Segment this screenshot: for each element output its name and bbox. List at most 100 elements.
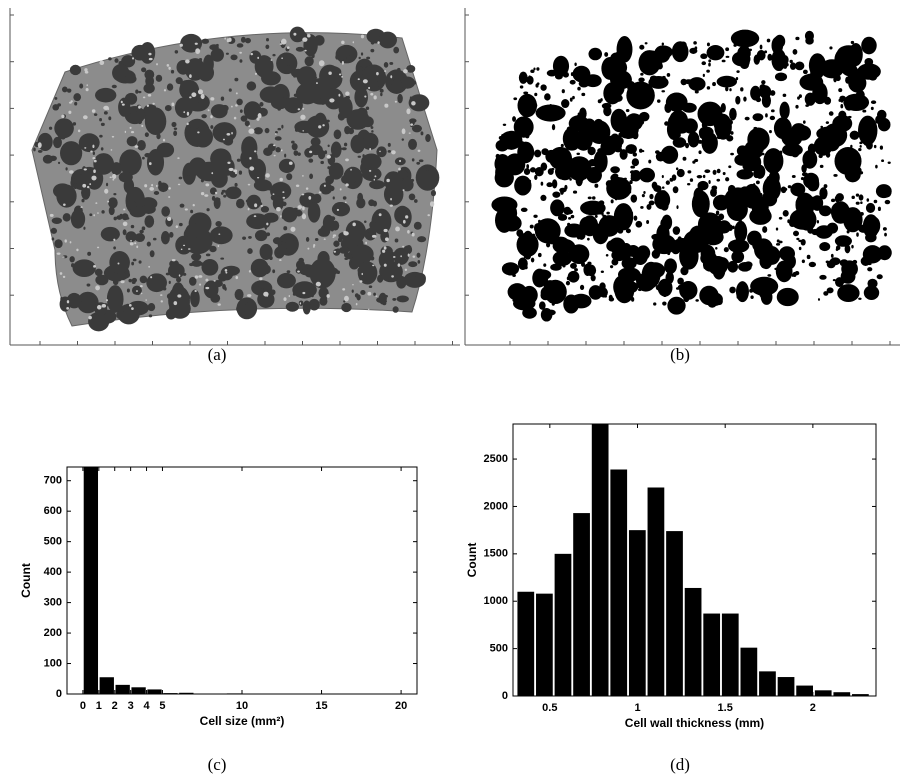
spot	[532, 103, 538, 109]
spot	[87, 283, 91, 286]
spot	[676, 205, 678, 209]
spot	[248, 125, 250, 127]
spot	[783, 94, 787, 97]
spot	[135, 233, 145, 242]
spot	[663, 294, 666, 297]
spot	[161, 300, 163, 302]
spot	[540, 195, 546, 201]
spot	[425, 134, 431, 142]
spot	[147, 149, 164, 176]
spot	[328, 144, 330, 147]
spot	[131, 302, 140, 307]
spot	[586, 265, 596, 276]
spot	[698, 181, 709, 190]
spot	[308, 159, 313, 163]
spot	[819, 187, 827, 199]
spot	[275, 131, 278, 134]
spot	[759, 85, 771, 98]
spot	[61, 115, 64, 119]
spot	[774, 268, 777, 270]
spot	[344, 126, 350, 134]
spot	[246, 213, 268, 229]
spot	[838, 99, 842, 102]
spot	[840, 259, 849, 266]
spot	[99, 118, 102, 121]
spot	[409, 193, 416, 200]
spot	[774, 117, 792, 139]
spot	[246, 199, 252, 203]
spot	[579, 80, 589, 88]
spot	[87, 186, 89, 188]
spot	[541, 162, 548, 170]
bar	[610, 469, 627, 696]
spot	[537, 274, 548, 285]
spot	[550, 199, 564, 216]
spot	[500, 131, 523, 150]
spot	[108, 57, 112, 60]
spot	[304, 148, 314, 158]
spot	[186, 93, 210, 111]
spot	[248, 208, 250, 211]
spot	[210, 125, 213, 129]
spot	[358, 57, 360, 59]
spot	[720, 271, 722, 273]
spot	[769, 280, 773, 285]
spot	[190, 210, 193, 214]
caption: (b)	[670, 345, 690, 364]
spot	[227, 162, 230, 164]
spot	[793, 272, 797, 277]
spot	[102, 304, 107, 308]
spot	[352, 289, 354, 292]
spot	[332, 202, 350, 216]
spot	[740, 60, 749, 69]
spot	[385, 237, 389, 241]
spot	[570, 263, 577, 269]
spot	[730, 153, 734, 156]
spot	[370, 256, 374, 260]
spot	[571, 72, 574, 76]
spot	[174, 128, 177, 130]
spot	[266, 295, 268, 297]
spot	[516, 130, 519, 134]
spot	[201, 179, 204, 182]
spot	[632, 131, 638, 139]
spot	[148, 94, 151, 97]
spot	[369, 136, 374, 141]
spot	[122, 213, 129, 220]
spot	[266, 38, 269, 41]
bar	[759, 671, 776, 696]
spot	[198, 275, 202, 278]
spot	[657, 193, 660, 198]
spot	[235, 104, 238, 106]
spot	[707, 86, 710, 90]
spot	[190, 127, 194, 130]
spot	[749, 289, 753, 293]
spot	[214, 280, 216, 282]
spot	[161, 231, 170, 244]
spot	[362, 273, 363, 275]
spot	[322, 124, 324, 126]
spot	[136, 245, 138, 248]
y-tick-label: 600	[44, 505, 62, 517]
spot	[183, 245, 185, 246]
spot	[640, 278, 645, 283]
spot	[302, 175, 304, 177]
spot	[837, 278, 841, 282]
spot	[135, 145, 139, 148]
y-tick-label: 200	[44, 627, 62, 639]
spot	[753, 169, 760, 178]
spot	[251, 264, 258, 270]
spot	[412, 125, 422, 133]
y-tick-label: 2500	[484, 453, 508, 465]
spot	[861, 37, 876, 55]
spot	[106, 169, 110, 172]
spot	[426, 168, 428, 171]
spot	[697, 175, 703, 178]
spot	[259, 102, 263, 107]
spot	[223, 139, 225, 141]
spot	[84, 168, 87, 170]
spot	[241, 115, 248, 121]
spot	[190, 290, 200, 308]
spot	[236, 99, 243, 106]
spot	[68, 111, 71, 114]
